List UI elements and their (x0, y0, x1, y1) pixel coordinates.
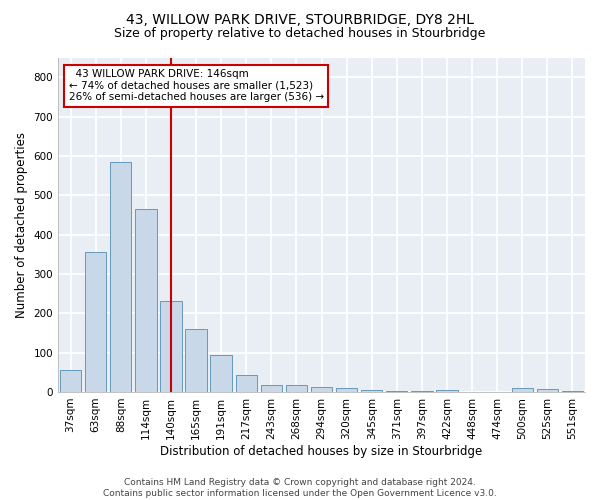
Bar (361, 390, 382, 392)
Bar (411, 391, 433, 392)
Bar (60, 370, 81, 392)
Bar (386, 391, 407, 392)
Bar (436, 390, 458, 392)
Bar (562, 391, 583, 392)
Text: Size of property relative to detached houses in Stourbridge: Size of property relative to detached ho… (115, 28, 485, 40)
Bar (211, 354, 232, 392)
Bar (160, 302, 182, 392)
Bar (336, 388, 357, 392)
Bar (135, 209, 157, 392)
Y-axis label: Number of detached properties: Number of detached properties (15, 132, 28, 318)
Bar (110, 162, 131, 392)
Bar (536, 389, 558, 392)
Bar (260, 385, 282, 392)
Bar (236, 376, 257, 392)
Text: 43 WILLOW PARK DRIVE: 146sqm
← 74% of detached houses are smaller (1,523)
26% of: 43 WILLOW PARK DRIVE: 146sqm ← 74% of de… (68, 69, 324, 102)
Bar (85, 252, 106, 392)
Text: 43, WILLOW PARK DRIVE, STOURBRIDGE, DY8 2HL: 43, WILLOW PARK DRIVE, STOURBRIDGE, DY8 … (126, 12, 474, 26)
Bar (512, 388, 533, 392)
Text: Contains HM Land Registry data © Crown copyright and database right 2024.
Contai: Contains HM Land Registry data © Crown c… (103, 478, 497, 498)
X-axis label: Distribution of detached houses by size in Stourbridge: Distribution of detached houses by size … (160, 444, 482, 458)
Bar (286, 386, 307, 392)
Bar (311, 387, 332, 392)
Bar (185, 329, 207, 392)
